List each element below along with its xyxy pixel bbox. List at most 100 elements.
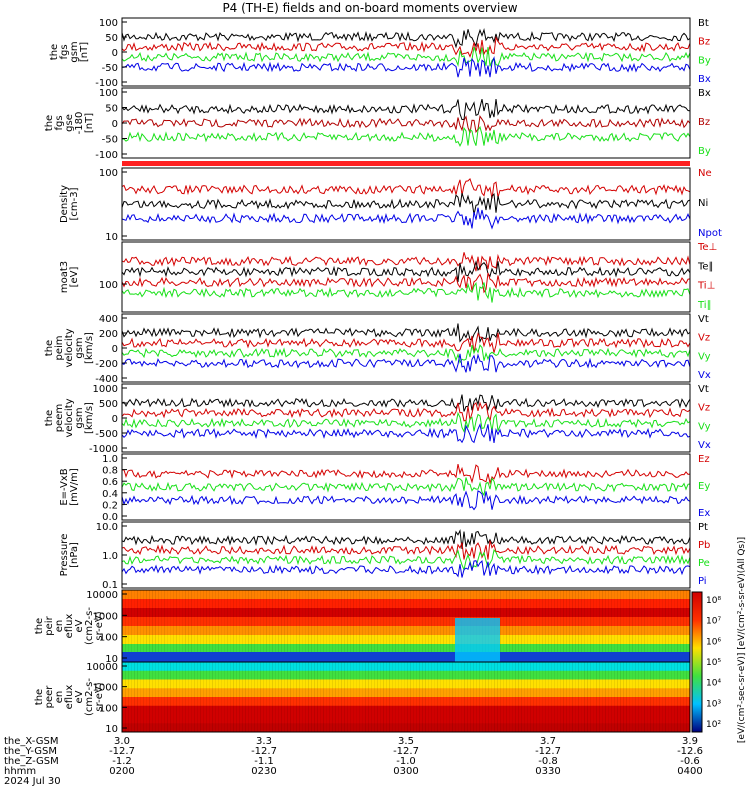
colorbar: 10⁸ 10⁷ 10⁶ 10⁵ 10⁴ 10³ 10² [eV/(cm²-sec-sr-eV)… bbox=[691, 537, 747, 743]
y-axis-label-line: en bbox=[54, 620, 65, 633]
panel-density: 100 10 Density[cm-3] Ne Ni Npot bbox=[59, 167, 722, 243]
heatmap-streak bbox=[443, 590, 444, 662]
heatmap-streak bbox=[242, 662, 243, 732]
y-tick-label: 10000 bbox=[86, 662, 118, 673]
heatmap-streak bbox=[566, 662, 567, 732]
panel-frame bbox=[121, 313, 691, 383]
heatmap-streak bbox=[299, 590, 300, 662]
heatmap-streak bbox=[422, 662, 423, 732]
heatmap-streak bbox=[668, 590, 669, 662]
heatmap-streak bbox=[407, 662, 408, 732]
heatmap-streak bbox=[404, 662, 405, 732]
heatmap-streak bbox=[410, 590, 411, 662]
heatmap-streak bbox=[278, 662, 279, 732]
y-axis-label: thefgsgse-180[nT] bbox=[44, 112, 95, 135]
heatmap-streak bbox=[674, 590, 675, 662]
panel-fgs_gse: 100 50 0 -50 -100 thefgsgse-180[nT] Bx Bz By bbox=[44, 87, 711, 161]
y-axis-label-line: eV bbox=[74, 619, 85, 632]
x-row-label: the_Z-GSM bbox=[4, 756, 59, 767]
heatmap-streak bbox=[374, 662, 375, 732]
heatmap-streak bbox=[311, 662, 312, 732]
y-axis-label-line: Density bbox=[59, 185, 70, 223]
series-line-By bbox=[122, 125, 691, 147]
heatmap-streak bbox=[398, 590, 399, 662]
legend-Bt: Bt bbox=[698, 18, 709, 29]
heatmap-streak bbox=[527, 590, 528, 662]
heatmap-streak bbox=[191, 662, 192, 732]
heatmap-streak bbox=[329, 590, 330, 662]
heatmap-streak bbox=[203, 662, 204, 732]
heatmap-streak bbox=[191, 590, 192, 662]
y-axis-label: thepeirenefluxeV(cm2-s-sr-eV) bbox=[34, 607, 105, 645]
heatmap-streak bbox=[611, 590, 612, 662]
heatmap-streak bbox=[647, 662, 648, 732]
heatmap-band bbox=[122, 723, 690, 733]
heatmap-streak bbox=[557, 590, 558, 662]
heatmap-streak bbox=[131, 662, 132, 732]
heatmap-streak bbox=[338, 662, 339, 732]
heatmap-streak bbox=[677, 590, 678, 662]
legend-Ex: Ex bbox=[698, 508, 710, 519]
heatmap-streak bbox=[641, 662, 642, 732]
heatmap-streak bbox=[224, 590, 225, 662]
heatmap-streak bbox=[194, 662, 195, 732]
series-line-Vx bbox=[121, 423, 691, 444]
heatmap-streak bbox=[254, 590, 255, 662]
y-axis-label-line: peim bbox=[54, 335, 65, 360]
heatmap-streak bbox=[584, 590, 585, 662]
heatmap-streak bbox=[434, 590, 435, 662]
heatmap-streak bbox=[563, 662, 564, 732]
heatmap-streak bbox=[593, 662, 594, 732]
legend-By: By bbox=[698, 146, 711, 157]
heatmap-streak bbox=[290, 662, 291, 732]
heatmap-streak bbox=[134, 590, 135, 662]
heatmap-streak bbox=[647, 590, 648, 662]
heatmap-streak bbox=[332, 590, 333, 662]
heatmap-streak bbox=[152, 590, 153, 662]
heatmap-streak bbox=[143, 590, 144, 662]
heatmap-streak bbox=[335, 590, 336, 662]
y-axis-label-line: gse bbox=[64, 114, 75, 132]
panel-frame bbox=[121, 167, 691, 241]
heatmap-streak bbox=[227, 662, 228, 732]
heatmap-streak bbox=[620, 662, 621, 732]
heatmap-streak bbox=[596, 590, 597, 662]
series-line-Bz bbox=[121, 114, 691, 134]
heatmap-band bbox=[122, 635, 690, 645]
heatmap-streak bbox=[581, 590, 582, 662]
heatmap-streak bbox=[251, 590, 252, 662]
heatmap-streak bbox=[158, 662, 159, 732]
series-line-Ne bbox=[121, 177, 691, 199]
heatmap-streak bbox=[638, 662, 639, 732]
heatmap-streak bbox=[245, 662, 246, 732]
heatmap-streak bbox=[506, 662, 507, 732]
y-axis-label-line: sr-eV) bbox=[94, 611, 105, 640]
heatmap-streak bbox=[440, 662, 441, 732]
heatmap-streak bbox=[257, 662, 258, 732]
y-axis-label-line: [cm-3] bbox=[69, 187, 80, 220]
y-axis-label: E=-VxB[mV/m] bbox=[59, 468, 80, 506]
heatmap-streak bbox=[644, 662, 645, 732]
panel-frame bbox=[121, 17, 691, 87]
heatmap-streak bbox=[509, 590, 510, 662]
heatmap-streak bbox=[488, 662, 489, 732]
y-tick-label: 10 bbox=[105, 232, 118, 243]
heatmap-streak bbox=[176, 590, 177, 662]
heatmap-streak bbox=[500, 662, 501, 732]
heatmap-streak bbox=[446, 662, 447, 732]
x-row-value: -1.1 bbox=[254, 756, 274, 767]
heatmap-band bbox=[122, 590, 690, 600]
heatmap-streak bbox=[179, 662, 180, 732]
heatmap-streak bbox=[521, 662, 522, 732]
y-tick-label: -50 bbox=[102, 63, 118, 74]
heatmap-streak bbox=[407, 590, 408, 662]
heatmap-streak bbox=[329, 662, 330, 732]
heatmap-streak bbox=[569, 662, 570, 732]
heatmap-streak bbox=[335, 662, 336, 732]
y-tick-label: 100 bbox=[99, 168, 118, 179]
heatmap-streak bbox=[323, 662, 324, 732]
heatmap-streak bbox=[146, 662, 147, 732]
y-axis-label-line: fgs bbox=[59, 44, 70, 59]
y-tick-label: -100 bbox=[95, 78, 118, 89]
